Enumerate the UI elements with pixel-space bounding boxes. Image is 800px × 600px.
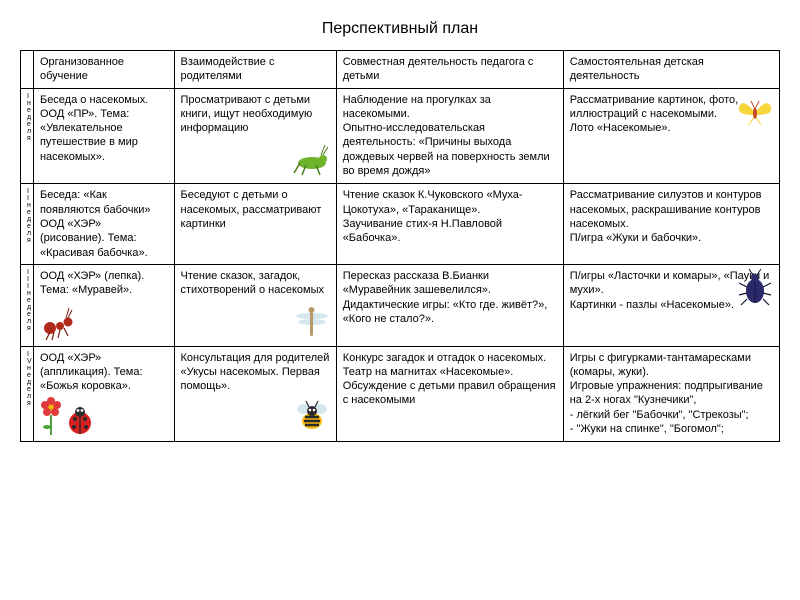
r3c3: Пересказ рассказа В.Бианки «Муравейник з… [336, 264, 563, 346]
week-3-label: III неделя [21, 264, 34, 346]
cell-text: Рассматривание силуэтов и контуров насек… [570, 189, 762, 244]
cell-text: Пересказ рассказа В.Бианки «Муравейник з… [343, 270, 548, 325]
cell-text: Беседа: «Как появляются бабочки» ООД «ХЭ… [40, 189, 151, 258]
r4c4: Игры с фигурками-тантамаресками (комары,… [563, 346, 779, 442]
butterfly-icon [735, 93, 775, 133]
r3c1: ООД «ХЭР» (лепка). Тема: «Муравей». [33, 264, 174, 346]
r1c1: Беседа о насекомых. ООД «ПР». Тема: «Увл… [33, 88, 174, 184]
r4c3: Конкурс загадок и отгадок о насекомых.Те… [336, 346, 563, 442]
cell-text: Беседуют с детьми о насекомых, рассматри… [181, 189, 322, 230]
r2c1: Беседа: «Как появляются бабочки» ООД «ХЭ… [33, 184, 174, 264]
r1c2: Просматривают с детьми книги, ищут необх… [174, 88, 336, 184]
cell-text: ООД «ХЭР» (аппликация). Тема: «Божья кор… [40, 352, 143, 393]
cell-text: Просматривают с детьми книги, ищут необх… [181, 94, 313, 135]
cell-text: Рассматривание картинок, фото, иллюстрац… [570, 94, 738, 135]
r4c2: Консультация для родителей «Укусы насеко… [174, 346, 336, 442]
plan-table: Организованное обучение Взаимодействие с… [20, 50, 780, 442]
ladybug-icon [64, 405, 96, 437]
week-2-label: II неделя [21, 184, 34, 264]
cell-text: Конкурс загадок и отгадок о насекомых.Те… [343, 352, 556, 407]
header-parents: Взаимодействие с родителями [174, 51, 336, 89]
week-4-label: IV неделя [21, 346, 34, 442]
ant-icon [38, 302, 78, 342]
table-header-row: Организованное обучение Взаимодействие с… [21, 51, 780, 89]
flower-icon [38, 397, 64, 437]
cell-text: Чтение сказок, загадок, стихотворений о … [181, 270, 324, 296]
grasshopper-icon [292, 139, 332, 179]
week-1-label: I неделя [21, 88, 34, 184]
cell-text: Чтение сказок К.Чуковского «Муха-Цокотух… [343, 189, 523, 244]
header-week [21, 51, 34, 89]
r3c4: П/игры «Ласточки и комары», «Пауки и мух… [563, 264, 779, 346]
r1c4: Рассматривание картинок, фото, иллюстрац… [563, 88, 779, 184]
header-self: Самостоятельная детская деятельность [563, 51, 779, 89]
table-row: IV неделя ООД «ХЭР» (аппликация). Тема: … [21, 346, 780, 442]
table-row: III неделя ООД «ХЭР» (лепка). Тема: «Мур… [21, 264, 780, 346]
r2c3: Чтение сказок К.Чуковского «Муха-Цокотух… [336, 184, 563, 264]
bee-icon [292, 397, 332, 437]
cell-text: Наблюдение на прогулках за насекомыми.Оп… [343, 94, 550, 177]
r1c3: Наблюдение на прогулках за насекомыми.Оп… [336, 88, 563, 184]
cell-text: Консультация для родителей «Укусы насеко… [181, 352, 330, 393]
r2c4: Рассматривание силуэтов и контуров насек… [563, 184, 779, 264]
header-organized: Организованное обучение [33, 51, 174, 89]
cell-text: ООД «ХЭР» (лепка). Тема: «Муравей». [40, 270, 144, 296]
r2c2: Беседуют с детьми о насекомых, рассматри… [174, 184, 336, 264]
table-row: I неделя Беседа о насекомых. ООД «ПР». Т… [21, 88, 780, 184]
table-row: II неделя Беседа: «Как появляются бабочк… [21, 184, 780, 264]
cell-text: Игры с фигурками-тантамаресками (комары,… [570, 352, 763, 435]
r4c1: ООД «ХЭР» (аппликация). Тема: «Божья кор… [33, 346, 174, 442]
cell-text: Беседа о насекомых. ООД «ПР». Тема: «Увл… [40, 94, 148, 163]
dragonfly-icon [292, 302, 332, 342]
r3c2: Чтение сказок, загадок, стихотворений о … [174, 264, 336, 346]
page-title: Перспективный план [20, 20, 780, 38]
beetle-icon [735, 269, 775, 309]
header-teacher: Совместная деятельность педагога с детьм… [336, 51, 563, 89]
